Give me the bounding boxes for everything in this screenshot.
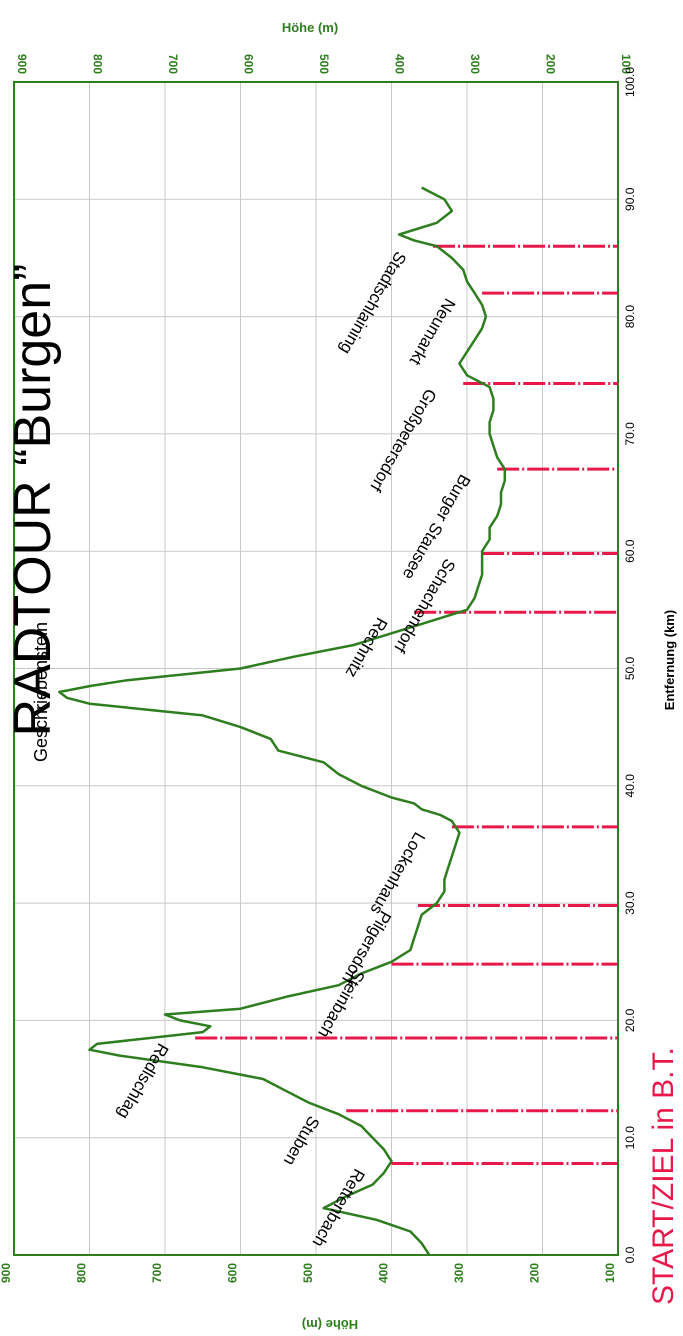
y-tick-label-bottom: 300 <box>452 1263 466 1283</box>
y-tick-label-bottom: 100 <box>603 1263 617 1283</box>
y-tick-label-top: 800 <box>91 54 105 74</box>
x-tick-label: 90.0 <box>623 187 637 211</box>
y-axis-label-bottom: Höhe (m) <box>302 1317 358 1332</box>
y-tick-label-bottom: 800 <box>75 1263 89 1283</box>
y-tick-label-top: 600 <box>242 54 256 74</box>
x-tick-label: 70.0 <box>623 422 637 446</box>
x-axis-label: Entfernung (km) <box>662 610 677 710</box>
x-tick-label: 60.0 <box>623 539 637 563</box>
place-label: Stadtschlaining <box>336 248 410 357</box>
grid <box>13 81 619 1256</box>
x-tick-label: 100.0 <box>623 67 637 97</box>
y-tick-label-top: 200 <box>544 54 558 74</box>
place-label: Geschriebenstein <box>31 622 51 762</box>
place-label: Großpetersdorf <box>366 385 440 495</box>
y-tick-label-bottom: 200 <box>528 1263 542 1283</box>
y-tick-label-bottom: 900 <box>0 1263 13 1283</box>
plot-frame <box>13 81 619 1256</box>
x-tick-label: 0.0 <box>623 1246 637 1263</box>
y-tick-label-bottom: 500 <box>301 1263 315 1283</box>
x-tick-label: 30.0 <box>623 891 637 915</box>
place-label: Redlschlag <box>114 1040 173 1122</box>
x-tick-label: 10.0 <box>623 1126 637 1150</box>
place-label: Stuben <box>280 1113 323 1169</box>
y-tick-label-top: 900 <box>15 54 29 74</box>
y-tick-label-top: 500 <box>317 54 331 74</box>
chart-title: RADTOUR “Burgen” <box>4 264 62 737</box>
place-label: Rechnitz <box>342 614 392 681</box>
elevation-line <box>58 186 507 1256</box>
y-tick-label-bottom: 600 <box>226 1263 240 1283</box>
x-tick-label: 40.0 <box>623 774 637 798</box>
y-axis-label-top: Höhe (m) <box>282 20 338 35</box>
place-label: Rettenbach <box>309 1166 369 1251</box>
tick-labels: 100 100 200 200 300 300 400 400 500 500 600 600 700 7… <box>0 54 637 1283</box>
y-tick-label-bottom: 400 <box>377 1263 391 1283</box>
place-label: Neumarkt <box>406 295 459 369</box>
x-tick-label: 50.0 <box>623 656 637 680</box>
place-labels: RettenbachStubenRedlschlagSteinbachPilge… <box>31 248 474 1250</box>
y-tick-label-top: 300 <box>468 54 482 74</box>
y-tick-label-top: 700 <box>166 54 180 74</box>
x-tick-label: 20.0 <box>623 1008 637 1032</box>
y-tick-label-bottom: 700 <box>150 1263 164 1283</box>
place-markers <box>195 244 618 1166</box>
x-tick-label: 80.0 <box>623 305 637 329</box>
y-tick-label-top: 400 <box>393 54 407 74</box>
place-label: Burger Stausee <box>399 471 475 583</box>
start-ziel-label: START/ZIEL in B.T. <box>647 1047 680 1305</box>
y-tick-label-top: 100 <box>619 54 633 74</box>
